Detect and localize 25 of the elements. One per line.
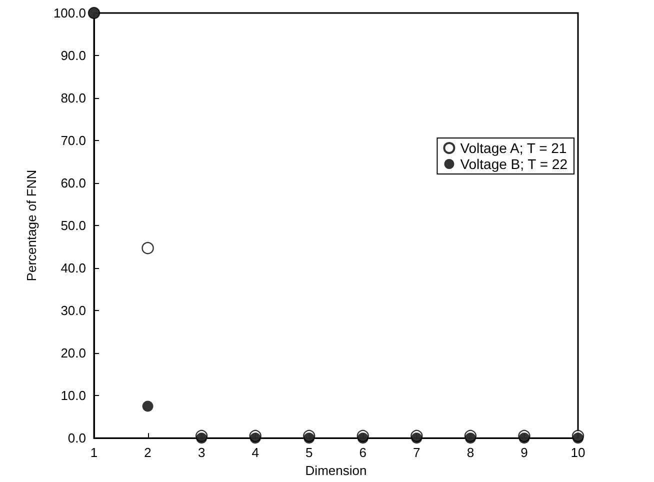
x-tick-label: 3 <box>198 445 206 460</box>
x-tick-label: 9 <box>520 445 528 460</box>
x-tick-label: 7 <box>413 445 420 460</box>
x-tick-label: 4 <box>252 445 259 460</box>
x-axis-title: Dimension <box>305 463 367 478</box>
x-tick-label: 1 <box>90 445 98 460</box>
x-tick-label: 10 <box>570 445 586 460</box>
y-tick-label: 0.0 <box>68 430 86 446</box>
x-tick-label: 6 <box>359 445 367 460</box>
y-tick-label: 10.0 <box>60 388 86 404</box>
x-tick-label: 2 <box>144 445 152 460</box>
y-tick-label: 40.0 <box>60 260 86 276</box>
x-tick-label: 5 <box>305 445 313 460</box>
y-tick-label: 30.0 <box>60 303 86 318</box>
y-tick-label: 70.0 <box>60 133 86 148</box>
x-tick-label: 8 <box>466 445 474 460</box>
y-tick-label: 60.0 <box>60 176 86 191</box>
y-tick-label: 80.0 <box>60 90 86 106</box>
y-tick-label: 90.0 <box>60 48 86 64</box>
y-tick-label: 100.0 <box>53 6 86 20</box>
legend-label: Voltage A; T = 21 <box>460 140 567 156</box>
y-tick-label: 20.0 <box>60 346 86 361</box>
y-tick-label: 50.0 <box>60 218 86 234</box>
legend-label: Voltage B; T = 22 <box>460 156 568 172</box>
y-axis-title: Percentage of FNN <box>24 170 39 282</box>
